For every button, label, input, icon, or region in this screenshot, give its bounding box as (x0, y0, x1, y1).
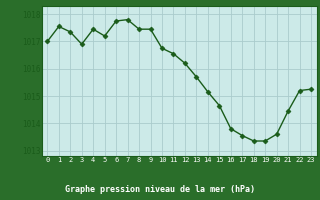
Text: Graphe pression niveau de la mer (hPa): Graphe pression niveau de la mer (hPa) (65, 186, 255, 194)
